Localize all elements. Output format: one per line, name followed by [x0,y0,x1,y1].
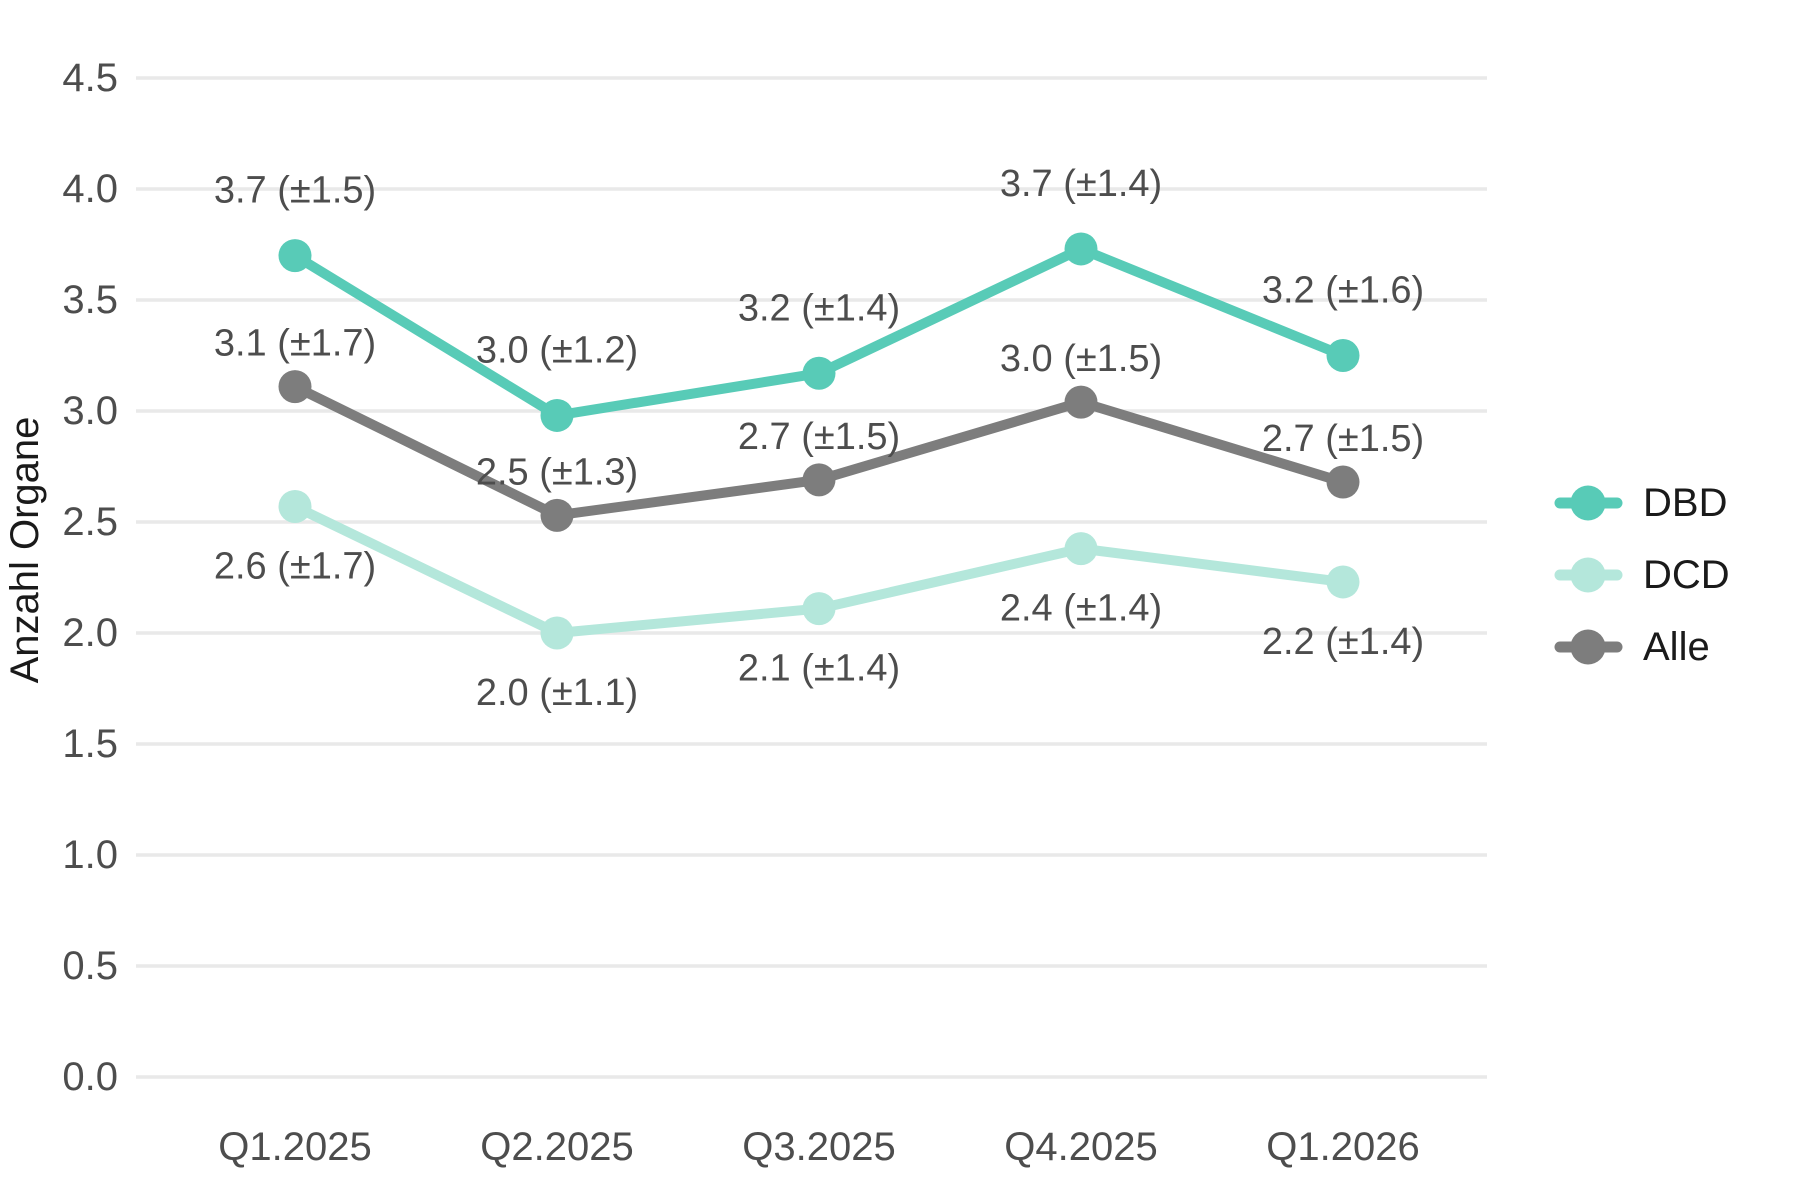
legend-key-point [1570,557,1606,593]
data-point-alle [278,370,312,404]
x-tick-labels-group: Q1.2025 Q2.2025 Q3.2025 Q4.2025 Q1.2026 [218,1125,1419,1169]
data-labels-group: 3.7 (±1.5) 3.0 (±1.2) 3.2 (±1.4) 3.7 (±1.4)… [214,163,1424,714]
legend-item-dcd: DCD [1554,553,1730,597]
data-point-dbd [540,398,574,432]
data-label-alle: 3.1 (±1.7) [214,323,376,365]
x-tick-label: Q2.2025 [480,1125,633,1169]
y-tick-label: 1.5 [62,722,118,766]
data-label-dbd: 3.2 (±1.6) [1262,270,1424,312]
data-point-dcd [1064,532,1098,566]
data-label-dcd: 2.2 (±1.4) [1262,621,1424,663]
legend-group: DBD DCD Alle [1554,481,1730,669]
data-label-dbd: 3.7 (±1.5) [214,170,376,212]
data-point-dbd [802,356,836,390]
data-label-alle: 2.7 (±1.5) [738,416,900,458]
data-point-dcd [278,489,312,523]
data-label-alle: 2.5 (±1.3) [476,451,638,493]
data-label-dbd: 3.0 (±1.2) [476,329,638,371]
data-point-alle [1064,385,1098,419]
legend-key-point [1570,629,1606,665]
data-point-dcd [1326,565,1360,599]
data-label-dbd: 3.7 (±1.4) [1000,163,1162,205]
legend-key-point [1570,485,1606,521]
gridlines-group [136,76,1487,1079]
y-tick-label: 4.0 [62,167,118,211]
data-point-alle [802,463,836,497]
data-label-dcd: 2.6 (±1.7) [214,545,376,587]
series-points-group [278,232,1360,650]
legend-label: DBD [1643,481,1727,525]
legend-label: Alle [1643,625,1710,669]
data-point-dcd [802,592,836,626]
data-label-dcd: 2.0 (±1.1) [476,672,638,714]
y-tick-label: 1.0 [62,833,118,877]
y-tick-labels-group: 0.0 0.5 1.0 1.5 2.0 2.5 3.0 3.5 4.0 4.5 [62,56,118,1099]
y-tick-label: 2.5 [62,500,118,544]
data-point-dcd [540,616,574,650]
legend-label: DCD [1643,553,1730,597]
data-label-dcd: 2.1 (±1.4) [738,648,900,690]
data-point-dbd [1326,339,1360,372]
y-axis-title: Anzahl Organe [3,417,47,684]
legend-item-alle: Alle [1554,625,1710,669]
data-label-dbd: 3.2 (±1.4) [738,287,900,329]
x-tick-label: Q1.2026 [1266,1125,1419,1169]
y-tick-label: 3.0 [62,389,118,433]
x-tick-label: Q4.2025 [1004,1125,1157,1169]
y-tick-label: 3.5 [62,278,118,322]
data-label-alle: 2.7 (±1.5) [1262,418,1424,460]
x-tick-label: Q3.2025 [742,1125,895,1169]
y-tick-label: 0.5 [62,944,118,988]
y-tick-label: 4.5 [62,56,118,100]
data-label-alle: 3.0 (±1.5) [1000,338,1162,380]
y-tick-label: 0.0 [62,1055,118,1099]
data-point-dbd [1064,232,1098,266]
legend-item-dbd: DBD [1554,481,1727,525]
y-tick-label: 2.0 [62,611,118,655]
x-tick-label: Q1.2025 [218,1125,371,1169]
data-point-dbd [278,239,312,273]
data-label-dcd: 2.4 (±1.4) [1000,588,1162,630]
series-line-dbd [290,243,1348,421]
data-point-alle [540,498,574,532]
data-point-alle [1326,465,1360,499]
